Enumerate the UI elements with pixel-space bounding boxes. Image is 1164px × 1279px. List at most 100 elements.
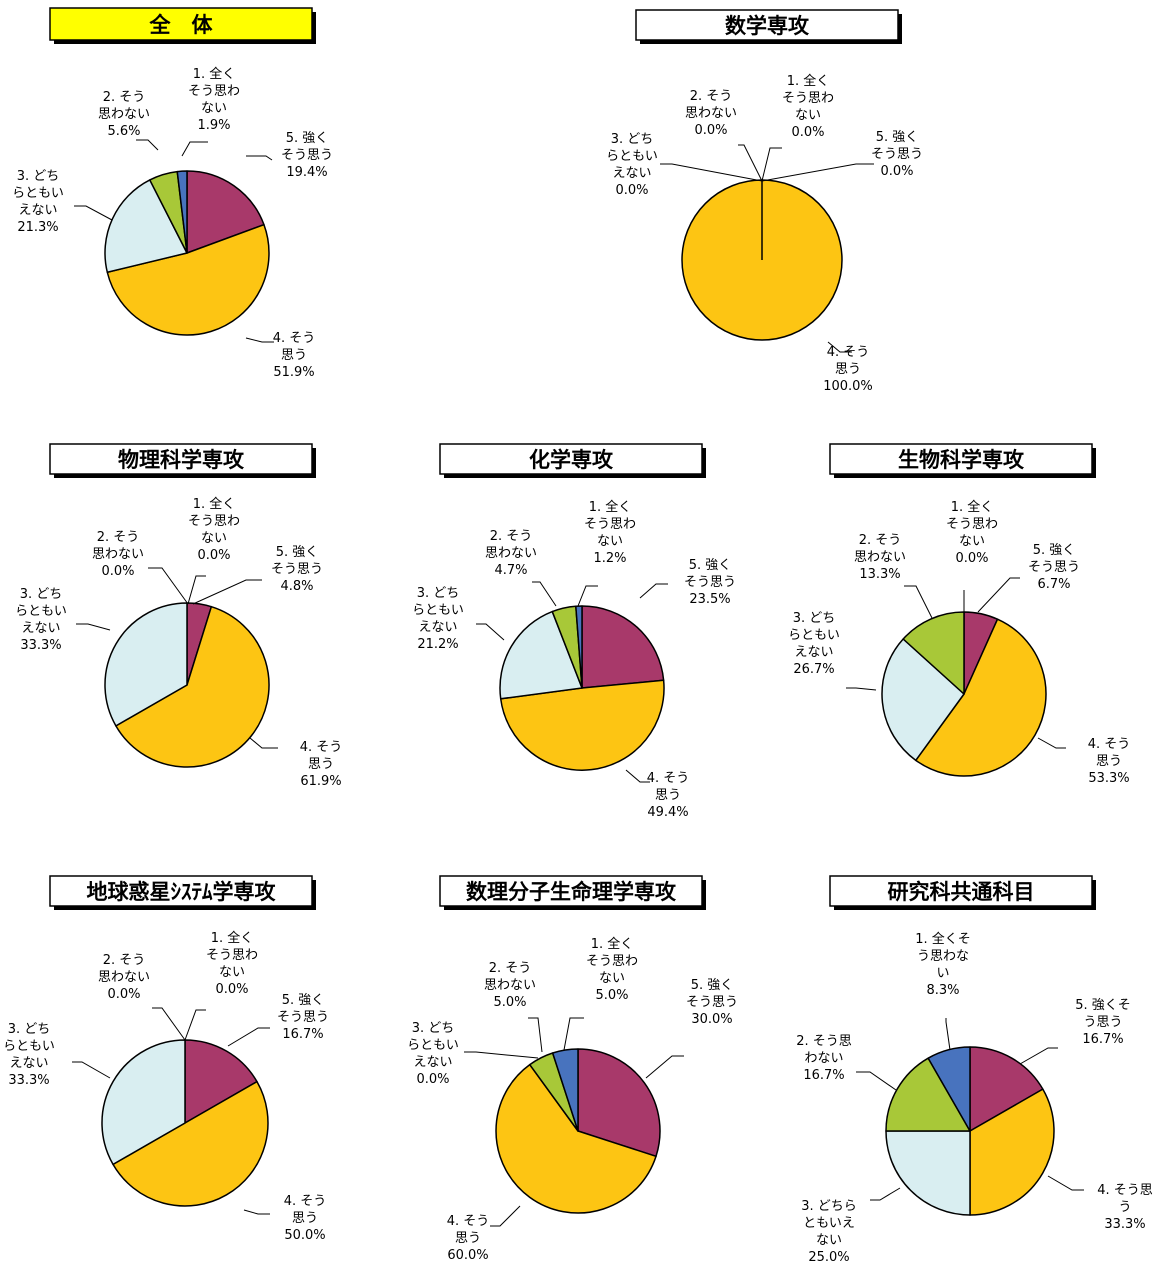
slice-label-line: 1. 全く	[193, 66, 236, 82]
chart-title: 地球惑星ｼｽﾃﾑ学専攻	[87, 880, 277, 904]
slice-strongly-agree	[186, 170, 265, 254]
slice-label-line: 1. 全く	[211, 930, 254, 946]
slice-label-line: 5. 強く	[876, 130, 919, 145]
leader-line	[870, 1187, 901, 1201]
slice-label-line: 思う	[308, 757, 334, 772]
slice-label-line: 0.0%	[107, 987, 140, 1002]
slice-label-line: 思わない	[92, 547, 144, 562]
chart-title: 全 体	[149, 13, 214, 37]
slice-neutral	[104, 602, 188, 727]
slice-agree	[106, 223, 270, 336]
slice-label-line: らともい	[606, 149, 658, 164]
slice-label-line: ない	[959, 534, 985, 549]
slice-label-line: 思わない	[685, 106, 737, 121]
slice-neutral	[101, 1039, 186, 1166]
slice-label-line: 4. そう	[273, 331, 316, 346]
slice-label-line: 4. そう	[647, 771, 690, 786]
slice-label-line: 5. 強く	[276, 545, 319, 560]
slice-label-line: 2. そう	[489, 961, 532, 976]
leader-line	[490, 1205, 521, 1227]
slice-label-line: 4. そう	[300, 740, 343, 755]
slice-label-line: 21.2%	[417, 637, 458, 652]
slice-label-disagree: 2. そう思わない 16.7%	[796, 1034, 852, 1083]
chart-title: 数理分子生命理学専攻	[466, 880, 677, 904]
slice-label-line: そう思う	[277, 1010, 329, 1025]
slice-label-neutral: 3. どちらともいえない 21.3%	[12, 169, 64, 235]
leader-line	[76, 623, 111, 631]
slice-label-line: らともい	[407, 1038, 459, 1053]
slice-label-line: 33.3%	[1104, 1217, 1145, 1232]
slice-label-line: う思う	[1083, 1015, 1122, 1030]
slice-label-line: 3. どち	[417, 586, 460, 601]
leader-line	[827, 341, 852, 353]
slice-label-line: 0.0%	[791, 125, 824, 140]
leader-line	[181, 141, 208, 157]
slice-label-line: そう思わ	[586, 954, 638, 969]
title-box	[49, 875, 313, 907]
leader-line	[148, 567, 189, 605]
slice-label-line: そう思う	[684, 575, 736, 590]
leader-line	[245, 337, 274, 343]
slice-label-disagree: 2. そう思わない 0.0%	[92, 530, 144, 579]
slice-label-line: 思う	[455, 1231, 481, 1246]
slice-label-line: そう思う	[871, 147, 923, 162]
slice-label-line: 5.6%	[107, 124, 140, 139]
slice-label-line: 2. そう	[690, 89, 733, 104]
slice-label-line: 16.7%	[1082, 1032, 1123, 1047]
chart-title: 化学専攻	[529, 448, 614, 472]
slice-strongly-agree	[184, 1039, 258, 1124]
pie-chart-6: 数理分子生命理学専攻 5. 強くそう思う 30.0% 4. そう思う 60.0% 3. ど…	[407, 875, 738, 1263]
slice-label-line: らともい	[12, 186, 64, 201]
leader-line	[639, 583, 668, 599]
slice-label-line: う	[1118, 1200, 1131, 1215]
slice-agree	[495, 1063, 657, 1214]
slice-label-line: えない	[413, 1055, 452, 1070]
slice-label-disagree: 2. そう思わない 5.0%	[484, 961, 536, 1010]
leader-line	[187, 575, 206, 605]
slice-label-line: 思う	[1096, 754, 1122, 769]
slice-label-line: 3. どち	[8, 1022, 51, 1037]
slice-label-line: 8.3%	[926, 983, 959, 998]
slice-label-line: 30.0%	[691, 1012, 732, 1027]
slice-label-line: えない	[18, 203, 57, 218]
pie-chart-4: 生物科学専攻 5. 強くそう思う 6.7% 4. そう思う 53.3% 3. どちらともい…	[788, 443, 1130, 786]
slice-label-line: そう思わ	[206, 948, 258, 963]
slice-neutral	[881, 638, 965, 762]
slice-label-line: そう思わ	[188, 514, 240, 529]
slice-label-line: 33.3%	[8, 1073, 49, 1088]
title-box	[49, 7, 313, 41]
leader-line	[856, 1071, 897, 1091]
leader-line	[904, 585, 933, 619]
slice-agree	[115, 605, 270, 768]
slice-label-line: 53.3%	[1088, 771, 1129, 786]
slice-label-line: 1. 全く	[589, 499, 632, 515]
slice-label-line: 思う	[292, 1211, 318, 1226]
slice-label-strongly-disagree: 1. 全くそう思わない 0.0%	[188, 496, 240, 563]
slice-label-line: 4. そう	[447, 1214, 490, 1229]
slice-label-line: 1. 全く	[591, 936, 634, 952]
title-box	[49, 443, 313, 475]
slice-label-line: そう思う	[1028, 560, 1080, 575]
slice-label-line: そう思わ	[946, 517, 998, 532]
leader-line	[528, 1017, 543, 1053]
slice-label-line: 3. どちら	[801, 1199, 857, 1214]
slice-strongly-disagree	[551, 1048, 579, 1132]
slice-label-strongly-agree: 5. 強くそう思う 4.8%	[271, 545, 323, 594]
leader-line	[152, 1007, 186, 1041]
slice-label-strongly-disagree: 1. 全くそう思わない 1.2%	[584, 499, 636, 566]
slice-label-line: 51.9%	[273, 365, 314, 380]
slice-label-neutral: 3. どちらともいえない 25.0%	[801, 1199, 857, 1265]
slice-label-line: 50.0%	[284, 1228, 325, 1243]
leader-line	[1047, 1175, 1084, 1191]
pie-chart-3: 化学専攻 5. 強くそう思う 23.5% 4. そう思う 49.4% 3. どちらともいえ…	[412, 443, 736, 820]
slice-label-line: 2. そう	[490, 529, 533, 544]
slice-label-line: 3. どち	[611, 132, 654, 147]
slice-label-neutral: 3. どちらともいえない 21.2%	[412, 586, 464, 652]
slice-label-agree: 4. そう思う 60.0%	[447, 1214, 490, 1263]
slice-label-line: ない	[201, 531, 227, 546]
slice-label-neutral: 3. どちらともいえない 33.3%	[3, 1022, 55, 1088]
slice-label-line: らともい	[15, 604, 67, 619]
leader-line	[476, 623, 505, 641]
leader-line	[977, 577, 1020, 613]
leader-line	[74, 205, 113, 221]
